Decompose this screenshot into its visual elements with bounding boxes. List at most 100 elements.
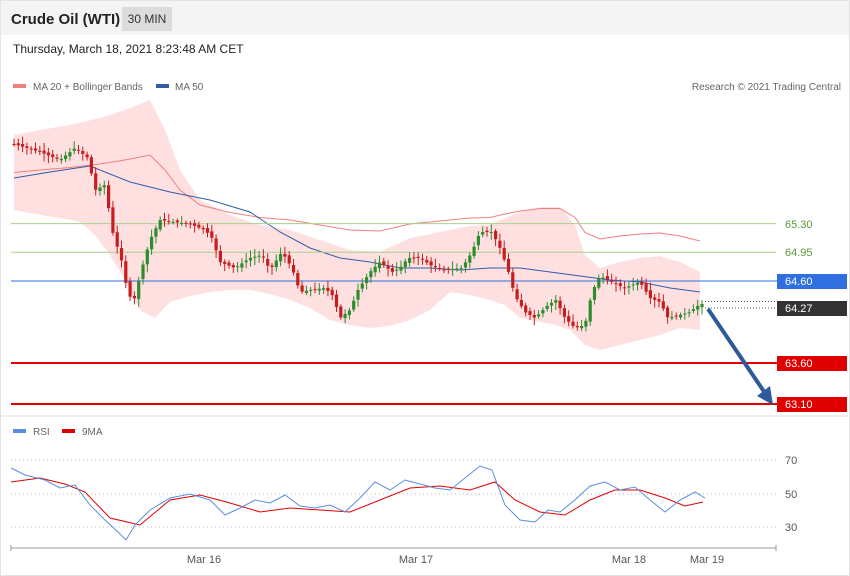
candle-body	[193, 223, 197, 226]
candle-body	[154, 228, 158, 237]
candle	[210, 224, 214, 243]
candle-body	[549, 302, 554, 306]
candle-body	[51, 154, 55, 158]
candle	[476, 231, 480, 251]
projection-arrow-shaft	[706, 307, 767, 395]
candle	[674, 312, 678, 320]
candle-body	[197, 224, 201, 228]
candle	[33, 142, 38, 154]
candle	[150, 229, 154, 255]
candle	[193, 219, 197, 233]
candle	[188, 221, 192, 229]
candle-body	[416, 256, 420, 258]
candle-body	[627, 286, 631, 288]
candle	[451, 261, 455, 277]
candle	[175, 218, 179, 228]
rsi-line	[10, 465, 706, 541]
candle-body	[580, 326, 584, 329]
candle-body	[21, 144, 25, 147]
candle-body	[167, 221, 171, 223]
candle	[330, 286, 334, 301]
candle-body	[485, 230, 489, 232]
candle-body	[339, 306, 343, 318]
candle-body	[666, 307, 670, 318]
candle-body	[558, 300, 562, 309]
candle	[94, 167, 98, 196]
candle	[171, 218, 175, 225]
rsi-tick-70: 70	[785, 455, 797, 467]
candle	[618, 279, 622, 291]
candle	[137, 276, 141, 307]
candle	[98, 183, 102, 196]
candle	[72, 141, 76, 155]
candle	[498, 233, 502, 255]
candle	[283, 246, 287, 263]
candle-body	[429, 261, 433, 266]
candle-body	[205, 228, 210, 233]
candle-body	[618, 283, 622, 287]
ma50-legend-swatch	[156, 84, 169, 88]
candle	[162, 212, 167, 227]
candle-body	[274, 260, 278, 268]
candle	[244, 253, 248, 269]
credit-text: Research © 2021 Trading Central	[692, 82, 841, 93]
candle-body	[64, 155, 68, 160]
candle-body	[360, 283, 364, 289]
candle	[485, 226, 489, 237]
candle	[287, 251, 291, 269]
candle	[455, 263, 459, 272]
candle	[661, 294, 665, 312]
candle-body	[648, 290, 652, 299]
candle-body	[545, 305, 549, 309]
candle-body	[631, 284, 635, 286]
candle	[214, 234, 218, 258]
candle-body	[644, 283, 648, 292]
candle	[545, 301, 549, 312]
candle	[511, 268, 515, 292]
candle-body	[283, 253, 287, 257]
candle	[240, 258, 244, 273]
x-tick-mar19: Mar 19	[690, 554, 724, 566]
projection-arrow-head	[757, 386, 773, 405]
candle-body	[72, 148, 76, 151]
candle	[167, 213, 171, 225]
candle-body	[128, 281, 132, 297]
candle-body	[16, 143, 20, 146]
candle	[291, 259, 296, 276]
candle-body	[532, 315, 536, 318]
candle-body	[29, 148, 33, 150]
rsi-lines	[10, 465, 706, 541]
candle	[261, 249, 265, 263]
candle-body	[42, 150, 46, 154]
candle	[532, 309, 536, 326]
candle-body	[519, 299, 523, 307]
candle	[326, 280, 330, 297]
candle-body	[373, 266, 377, 273]
candle-body	[188, 223, 192, 225]
candle-body	[696, 305, 700, 310]
candle	[102, 180, 106, 195]
candle-body	[459, 268, 463, 270]
candle	[365, 273, 369, 290]
chart-header: Crude Oil (WTI) 30 MIN	[1, 1, 849, 35]
bollinger-bands	[13, 100, 701, 350]
candle	[623, 281, 627, 295]
interval-badge[interactable]: 30 MIN	[122, 7, 172, 31]
candle	[25, 142, 29, 155]
candle-body	[571, 321, 575, 326]
level-label-65-30: 65.30	[785, 219, 813, 231]
candle	[468, 252, 472, 269]
candle	[231, 262, 235, 273]
candle-body	[317, 288, 321, 291]
candle	[373, 259, 377, 277]
candle-body	[365, 277, 369, 284]
candle-body	[253, 256, 257, 258]
candle-body	[623, 287, 627, 289]
candle-body	[412, 257, 416, 259]
candle-body	[451, 269, 455, 271]
candle-body	[347, 310, 351, 316]
candle-body	[326, 287, 330, 291]
candle-body	[524, 305, 528, 313]
candle-body	[300, 285, 304, 292]
candle-body	[390, 268, 394, 272]
